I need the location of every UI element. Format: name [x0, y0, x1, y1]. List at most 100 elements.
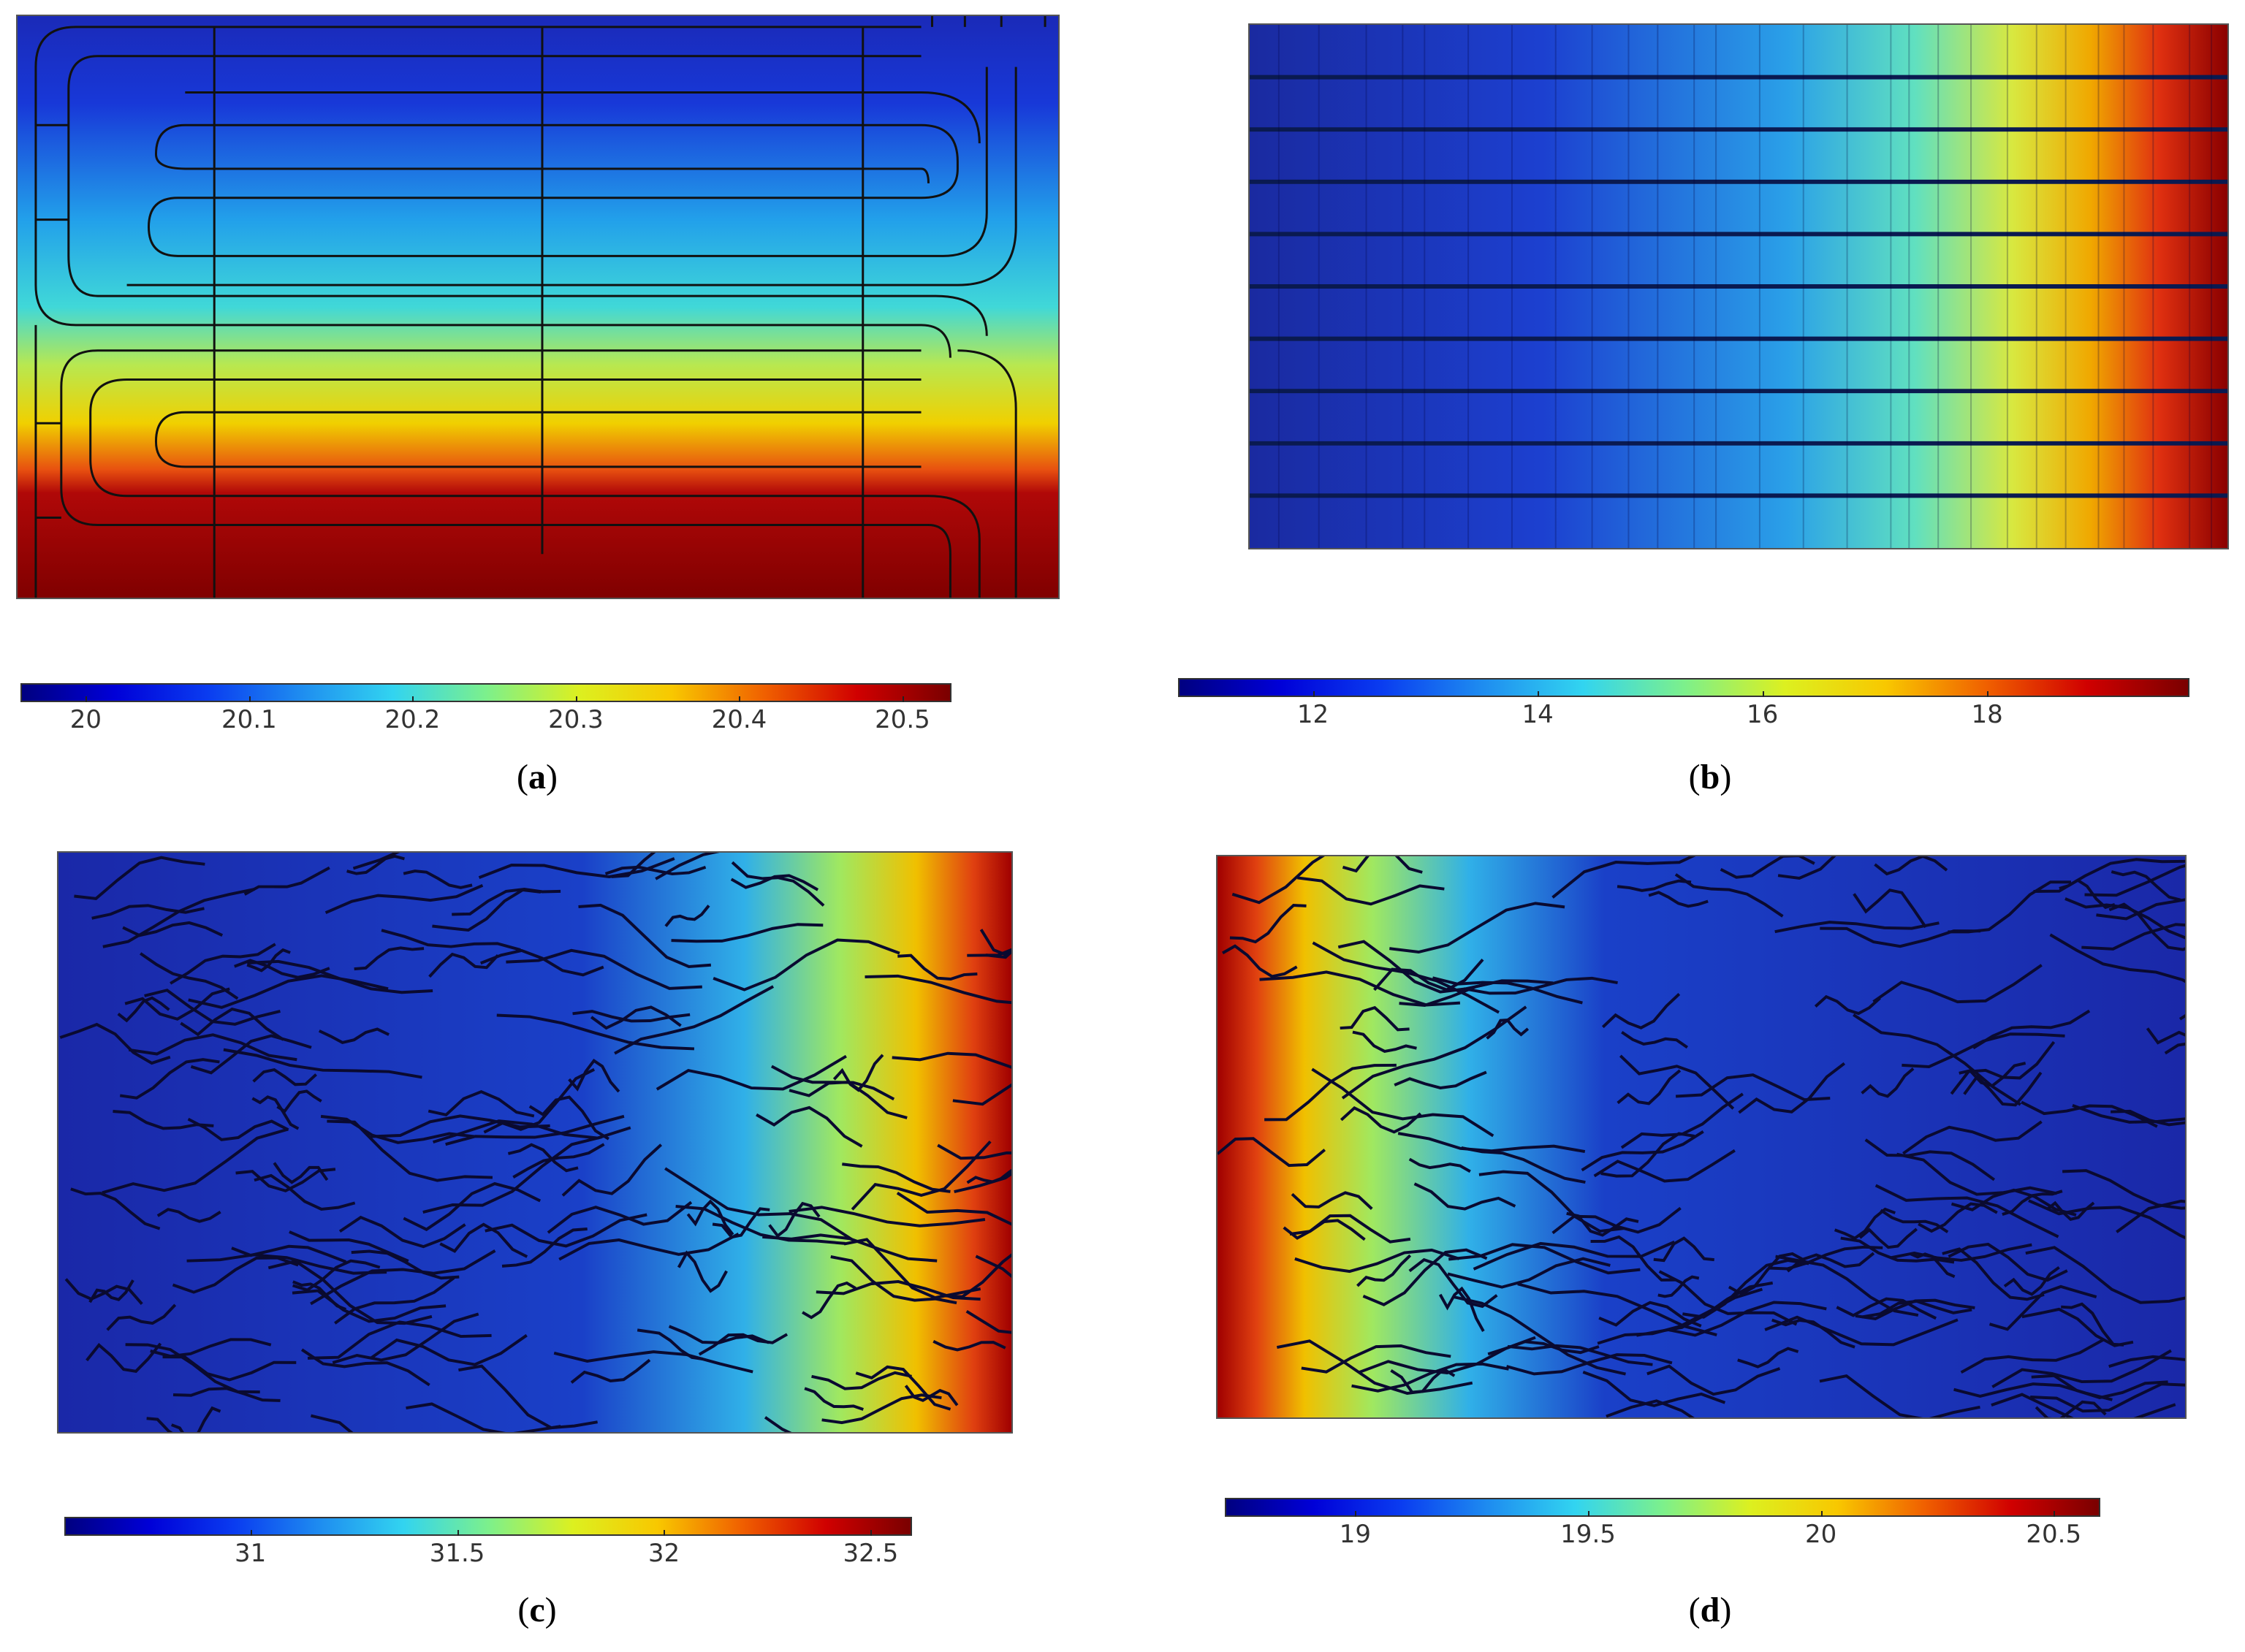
contour-line: [74, 856, 205, 900]
caption-d: (d): [1688, 1591, 1732, 1629]
serpentine-channel-outline: [34, 16, 1046, 598]
colorbar-b-tick-label: 14: [1522, 700, 1554, 729]
contour-line: [150, 1338, 272, 1358]
contour-line: [1473, 1240, 1676, 1271]
contour-line: [310, 1414, 354, 1432]
colorbar-a-tick-label: 20: [69, 705, 102, 734]
contour-line: [2031, 1374, 2168, 1399]
colorbar-c-tick-label: 31: [234, 1539, 267, 1568]
contour-line: [352, 853, 400, 870]
contour-line: [1413, 1182, 1516, 1211]
contour-line: [568, 1058, 620, 1093]
contour-line: [952, 1083, 1011, 1106]
colorbar-a-tick: [412, 696, 414, 702]
contour-line: [1777, 856, 1836, 880]
contour-line: [370, 1333, 528, 1366]
contour-line: [403, 869, 473, 889]
contour-line: [1872, 964, 2043, 1004]
colorbar-d-tick-label: 20.5: [2026, 1520, 2082, 1549]
contour-line: [1566, 1211, 1639, 1237]
contour-line: [1861, 1067, 1915, 1098]
contour-line: [1972, 1009, 2091, 1050]
contour-line: [821, 1393, 942, 1425]
contour-line: [1991, 1349, 2172, 1388]
contour-line: [1291, 1191, 1373, 1210]
contour-line: [91, 904, 205, 920]
contour-line: [119, 1058, 220, 1100]
panel-a-svg: [18, 16, 1058, 598]
contour-line: [86, 1342, 162, 1373]
contour-line: [1855, 1298, 1975, 1320]
contour-line: [187, 1117, 289, 1141]
contour-line: [170, 943, 276, 985]
colorbar-a-tick-label: 20.5: [875, 705, 930, 734]
contour-line: [698, 1333, 789, 1356]
colorbar-a-tick: [902, 696, 904, 702]
contour-line: [764, 1416, 792, 1432]
contour-line: [1668, 1301, 1827, 1337]
contour-line: [1389, 902, 1565, 954]
contour-line: [223, 1048, 422, 1079]
colorbar-c: [64, 1517, 912, 1536]
contour-line: [637, 1328, 703, 1360]
contour-line: [2072, 1103, 2185, 1124]
contour-line: [1737, 1347, 1799, 1369]
contour-line: [458, 1364, 598, 1430]
contour-line: [1834, 1207, 1896, 1240]
contour-line: [965, 1310, 1011, 1334]
contour-line: [2030, 1382, 2185, 1413]
contour-line: [2035, 1400, 2107, 1417]
contour-line: [1507, 1344, 1653, 1366]
contour-line: [712, 1207, 770, 1239]
contour-line: [452, 888, 561, 916]
contour-line: [2049, 933, 2185, 983]
contour-line: [528, 1095, 609, 1141]
contour-line: [102, 1127, 289, 1195]
panel-d-contours: [1218, 856, 2185, 1417]
contour-line: [1840, 1236, 1955, 1264]
contour-line: [1447, 1257, 1611, 1289]
contour-line: [954, 1172, 1011, 1193]
contour-line: [851, 1140, 992, 1211]
contour-line: [1399, 979, 1554, 1007]
contour-line: [1218, 1137, 1326, 1168]
contour-line: [1720, 856, 1815, 879]
contour-line: [483, 1067, 596, 1134]
contour-line: [1340, 1005, 1410, 1032]
contour-line: [406, 1402, 561, 1432]
contour-line: [558, 1233, 740, 1261]
panel-c-field: [58, 853, 1011, 1432]
contour-line: [1478, 1170, 1625, 1233]
colorbar-b-tick-label: 16: [1747, 700, 1779, 729]
contour-line: [1918, 1202, 1998, 1233]
contour-line: [351, 1249, 460, 1280]
contour-line: [1289, 1214, 1411, 1244]
contour-line: [804, 1387, 864, 1411]
contour-line: [1902, 1120, 2043, 1155]
colorbar-c-tick-label: 32: [647, 1539, 680, 1568]
contour-line: [445, 1114, 625, 1146]
colorbar-d-tick-label: 19: [1339, 1520, 1372, 1549]
contour-line: [1738, 1062, 1846, 1114]
contour-line: [64, 1278, 143, 1305]
contour-line: [570, 1358, 651, 1384]
contour-line: [979, 929, 1011, 957]
contour-line: [1948, 1242, 2068, 1282]
contour-line: [507, 1143, 579, 1173]
colorbar-b-tick-label: 18: [1971, 700, 2003, 729]
contour-line: [937, 1143, 1011, 1160]
contour-line: [156, 1208, 221, 1223]
contour-line: [855, 1365, 951, 1411]
contour-line: [1771, 1318, 1855, 1349]
contour-line: [1880, 1208, 1949, 1233]
contour-line: [671, 923, 824, 943]
contour-line: [2081, 923, 2185, 951]
contour-line: [1438, 1286, 1485, 1332]
contour-line: [428, 952, 499, 978]
contour-line: [1362, 1248, 1488, 1306]
contour-line: [1356, 1254, 1412, 1287]
panel-c-plot: [57, 851, 1013, 1434]
contour-line: [2108, 902, 2185, 951]
contour-line: [1408, 1257, 1498, 1309]
contour-line: [1621, 1031, 1688, 1049]
